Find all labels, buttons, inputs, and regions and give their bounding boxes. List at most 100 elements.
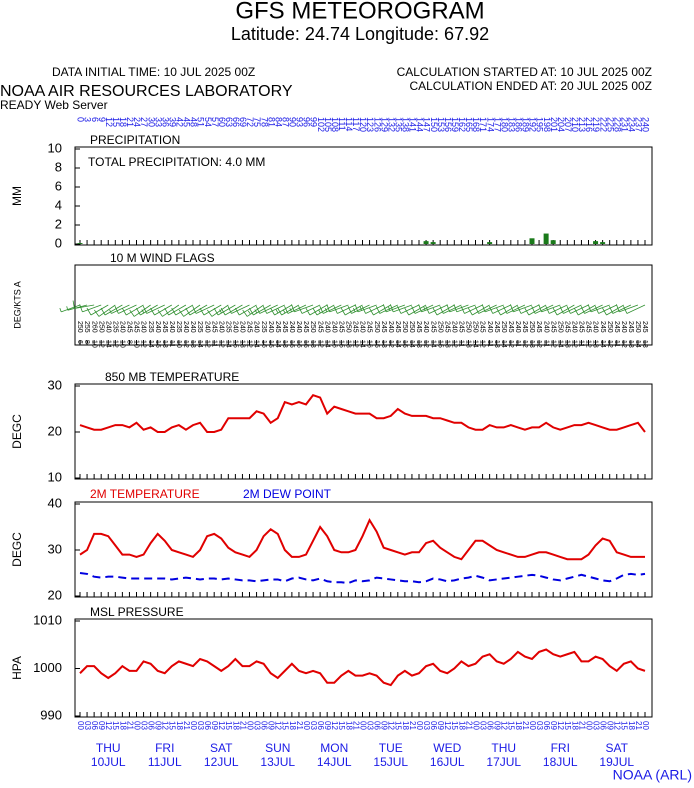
hour-label: 234 — [627, 117, 637, 132]
wind-barb — [213, 304, 236, 316]
y-tick-label: 4 — [55, 197, 62, 212]
wind-barb — [369, 304, 391, 316]
wind-barb — [481, 304, 504, 313]
wind-barb — [439, 304, 462, 314]
wind-dir-label: 240 — [359, 321, 366, 333]
hour-label: 93 — [295, 117, 305, 127]
utc-label: 09 — [606, 721, 615, 730]
utc-label: 15 — [450, 721, 459, 730]
wind-dir-label: 245 — [493, 321, 500, 333]
utc-label: 15 — [168, 721, 177, 730]
wind-speed-label: 8 — [83, 340, 90, 344]
hour-label: 213 — [577, 117, 587, 132]
hour-label: 102 — [316, 117, 326, 132]
wind-speed-label: 14 — [408, 340, 415, 348]
hour-label: 138 — [401, 117, 411, 132]
utc-label: 12 — [556, 721, 565, 730]
wind-speed-label: 11 — [514, 340, 521, 347]
wind-dir-label: 235 — [224, 321, 231, 333]
utc-label: 03 — [591, 721, 600, 730]
series-line — [79, 394, 646, 433]
calc-ended: CALCULATION ENDED AT: 20 JUL 2025 00Z — [409, 79, 652, 93]
wind-speed-label: 14 — [599, 340, 606, 348]
y-tick-label: 6 — [55, 178, 62, 193]
date-label: 13JUL — [260, 755, 295, 769]
wind-dir-label: 245 — [443, 321, 450, 333]
panel-title: PRECIPITATION — [90, 133, 180, 147]
date-label: 16JUL — [430, 755, 465, 769]
utc-label: 21 — [238, 721, 247, 730]
utc-label: 12 — [274, 721, 283, 730]
wind-barb — [185, 304, 208, 316]
wind-barb — [284, 304, 307, 314]
y-tick-label: 1000 — [33, 660, 62, 675]
wind-barb — [411, 304, 434, 314]
wind-speed-label: 12 — [352, 340, 359, 348]
utc-label: 09 — [380, 721, 389, 730]
wind-dir-label: 245 — [521, 321, 528, 333]
wind-dir-label: 260 — [90, 321, 97, 333]
hour-label: 147 — [422, 117, 432, 132]
wind-dir-label: 250 — [401, 321, 408, 333]
utc-label: 18 — [288, 721, 297, 730]
hour-label: 0 — [76, 117, 86, 122]
wind-dir-label: 245 — [613, 321, 620, 333]
wind-speed-label: 14 — [500, 340, 507, 348]
wind-speed-label: 13 — [309, 340, 316, 348]
wind-speed-label: 12 — [111, 340, 118, 348]
wind-dir-label: 245 — [126, 321, 133, 333]
wind-speed-label: 11 — [168, 340, 175, 347]
wind-speed-label: 12 — [521, 340, 528, 348]
utc-label: 21 — [521, 721, 530, 730]
wind-dir-label: 240 — [571, 321, 578, 333]
wind-barb — [538, 304, 561, 313]
series-line — [79, 648, 646, 687]
wind-speed-label: 14 — [274, 340, 281, 348]
utc-label: 00 — [302, 721, 311, 730]
wind-speed-label: 14 — [634, 340, 641, 348]
hour-label: 174 — [485, 117, 495, 132]
hour-label: 180 — [499, 117, 509, 132]
wind-speed-label: 15 — [154, 340, 161, 348]
hour-label: 186 — [514, 117, 524, 132]
wind-barb — [488, 304, 511, 314]
day-label: WED — [433, 741, 461, 755]
wind-barb — [566, 304, 589, 314]
wind-speed-label: 10 — [90, 340, 97, 348]
date-label: 19JUL — [599, 755, 634, 769]
wind-dir-label: 235 — [175, 321, 182, 333]
wind-barb — [361, 304, 384, 314]
hour-label: 90 — [288, 117, 298, 127]
wind-barb — [171, 304, 194, 316]
wind-barb — [100, 304, 123, 316]
wind-speed-label: 13 — [563, 340, 570, 348]
hour-label: 72 — [245, 117, 255, 127]
day-label: MON — [320, 741, 348, 755]
wind-dir-label: 240 — [104, 321, 111, 333]
wind-speed-label: 13 — [627, 340, 634, 348]
wind-speed-label: 12 — [422, 340, 429, 348]
hour-label: 48 — [189, 117, 199, 127]
hour-label: 171 — [478, 117, 488, 132]
precip-bar — [423, 241, 429, 244]
utc-label: 06 — [373, 721, 382, 730]
wind-barb — [150, 304, 173, 316]
y-tick-label: 10 — [48, 140, 62, 155]
wind-barb — [474, 304, 497, 314]
y-tick-label: 990 — [40, 707, 62, 722]
y-axis-label: DEGC — [10, 532, 24, 567]
hour-label: 159 — [450, 117, 460, 132]
hour-label: 12 — [104, 117, 114, 127]
wind-barb — [524, 304, 547, 316]
wind-speed-label: 14 — [556, 340, 563, 348]
wind-barb — [157, 304, 180, 317]
wind-speed-label: 12 — [450, 340, 457, 348]
wind-dir-label: 240 — [154, 321, 161, 333]
utc-label: 09 — [549, 721, 558, 730]
hour-label: 39 — [167, 117, 177, 127]
wind-dir-label: 245 — [246, 321, 253, 333]
utc-label: 18 — [627, 721, 636, 730]
wind-speed-label: 13 — [465, 340, 472, 348]
date-label: 10JUL — [91, 755, 126, 769]
wind-speed-label: 12 — [535, 340, 542, 348]
